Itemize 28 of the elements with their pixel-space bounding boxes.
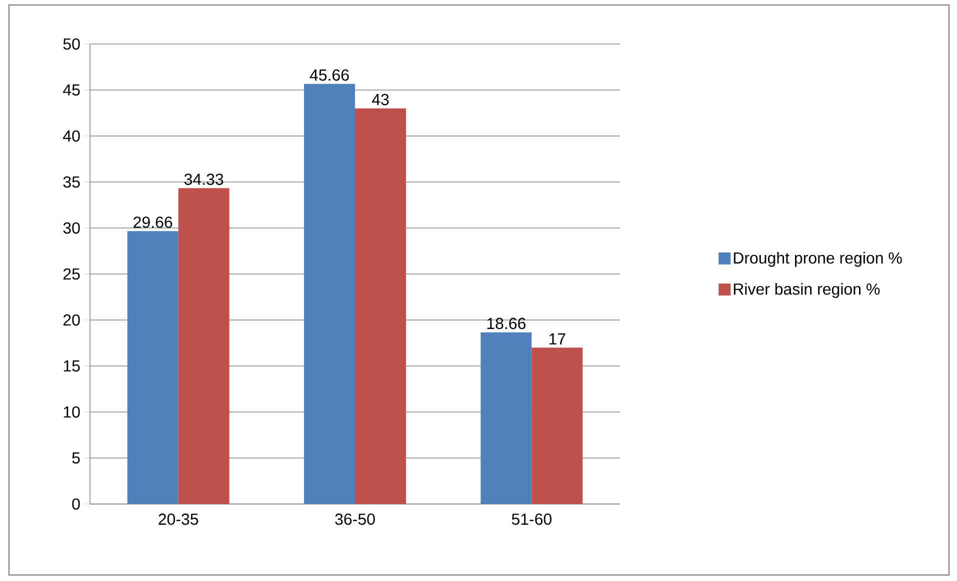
bar — [304, 84, 356, 504]
y-tick-label: 25 — [63, 268, 80, 280]
data-label: 45.66 — [310, 69, 349, 81]
y-tick-label: 40 — [63, 130, 80, 142]
data-label: 43 — [372, 94, 389, 106]
bar — [480, 332, 532, 504]
bar — [178, 188, 230, 504]
bar — [355, 108, 406, 504]
bar — [532, 348, 583, 504]
x-tick-label: 36-50 — [335, 514, 375, 525]
y-tick-label: 10 — [64, 406, 80, 418]
y-tick-label: 0 — [72, 498, 80, 510]
x-tick-label: 20-35 — [158, 514, 198, 525]
data-label: 17 — [550, 333, 566, 344]
y-tick-label: 15 — [64, 360, 80, 372]
y-tick-label: 5 — [72, 452, 80, 464]
y-tick-label: 50 — [63, 38, 80, 50]
y-tick-label: 30 — [63, 222, 80, 234]
legend-label: River basin region % — [734, 283, 880, 298]
y-tick-label: 20 — [63, 314, 80, 326]
data-label: 34.33 — [184, 174, 224, 185]
data-label: 18.66 — [487, 318, 526, 330]
bar — [127, 231, 178, 504]
x-tick-label: 51-60 — [512, 514, 552, 525]
y-tick-label: 35 — [63, 176, 80, 188]
legend-label: Drought prone region % — [734, 252, 902, 267]
data-label: 29.66 — [134, 216, 172, 228]
y-tick-label: 45 — [63, 84, 80, 96]
